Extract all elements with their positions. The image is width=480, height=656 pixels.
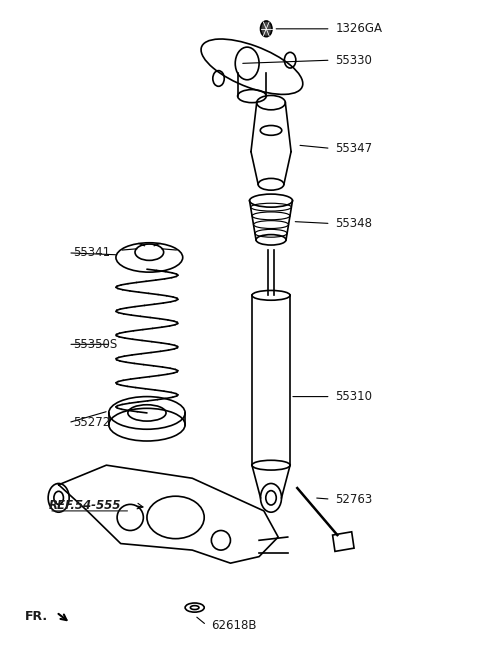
Text: 55272: 55272 [73, 416, 110, 429]
Circle shape [261, 21, 272, 37]
Text: 55330: 55330 [336, 54, 372, 67]
Text: 55350S: 55350S [73, 338, 117, 351]
Text: 55341: 55341 [73, 247, 110, 259]
Text: 62618B: 62618B [211, 619, 257, 632]
Text: 55347: 55347 [336, 142, 372, 155]
Text: 1326GA: 1326GA [336, 22, 383, 35]
Text: 55310: 55310 [336, 390, 372, 403]
Text: 52763: 52763 [336, 493, 372, 506]
Text: REF.54-555: REF.54-555 [49, 499, 121, 512]
Text: FR.: FR. [25, 610, 48, 623]
Text: 55348: 55348 [336, 217, 372, 230]
